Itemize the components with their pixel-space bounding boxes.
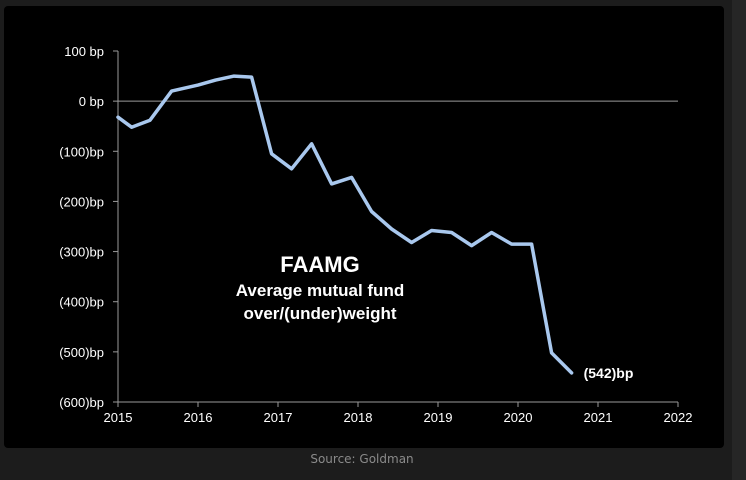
y-tick-label: (300)bp bbox=[59, 245, 104, 260]
x-tick-label: 2015 bbox=[104, 410, 133, 425]
x-tick-label: 2018 bbox=[344, 410, 373, 425]
chart-subtitle-line-1: Average mutual fund bbox=[236, 281, 404, 300]
y-tick-label: (600)bp bbox=[59, 395, 104, 410]
line-chart: 100 bp 0 bp (100)bp (200)bp (300)bp (400)bp (5… bbox=[59, 44, 693, 425]
y-tick-label: 100 bp bbox=[64, 44, 104, 59]
x-tick-label: 2020 bbox=[504, 410, 533, 425]
x-tick-label: 2022 bbox=[664, 410, 693, 425]
chart-subtitle-line-2: over/(under)weight bbox=[243, 304, 396, 323]
x-tick-label: 2016 bbox=[184, 410, 213, 425]
series-line bbox=[116, 74, 574, 375]
x-tick-label: 2017 bbox=[264, 410, 293, 425]
x-tick-label: 2019 bbox=[424, 410, 453, 425]
chart-title: FAAMG bbox=[280, 252, 359, 277]
x-tick-label: 2021 bbox=[584, 410, 613, 425]
y-tick-label: 0 bp bbox=[79, 94, 104, 109]
y-tick-label: (100)bp bbox=[59, 144, 104, 159]
scrollbar-track[interactable] bbox=[732, 0, 746, 480]
source-caption: Source: Goldman bbox=[310, 452, 414, 466]
end-value-label: (542)bp bbox=[584, 365, 634, 381]
y-tick-label: (400)bp bbox=[59, 295, 104, 310]
y-tick-label: (200)bp bbox=[59, 194, 104, 209]
y-tick-label: (500)bp bbox=[59, 345, 104, 360]
chart-panel: 100 bp 0 bp (100)bp (200)bp (300)bp (400)bp (5… bbox=[4, 6, 724, 448]
